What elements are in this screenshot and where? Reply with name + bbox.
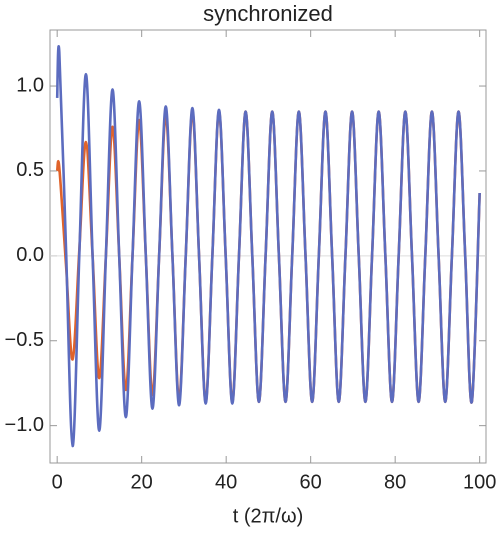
x-tick-label: 40 — [215, 471, 237, 493]
y-tick-label: 0.5 — [16, 159, 44, 181]
chart-title: synchronized — [203, 1, 333, 26]
x-tick-label: 80 — [384, 471, 406, 493]
x-tick-label: 100 — [463, 471, 496, 493]
x-tick-label: 0 — [52, 471, 63, 493]
y-tick-label: −1.0 — [5, 414, 44, 436]
series-line — [55, 45, 481, 448]
y-tick-label: 0.0 — [16, 244, 44, 266]
x-tick-label: 20 — [131, 471, 153, 493]
x-tick-label: 60 — [300, 471, 322, 493]
plot-frame — [49, 29, 487, 464]
y-tick-label: −0.5 — [5, 329, 44, 351]
y-tick-label: 1.0 — [16, 74, 44, 96]
x-axis-label: t (2π/ω) — [233, 505, 304, 527]
